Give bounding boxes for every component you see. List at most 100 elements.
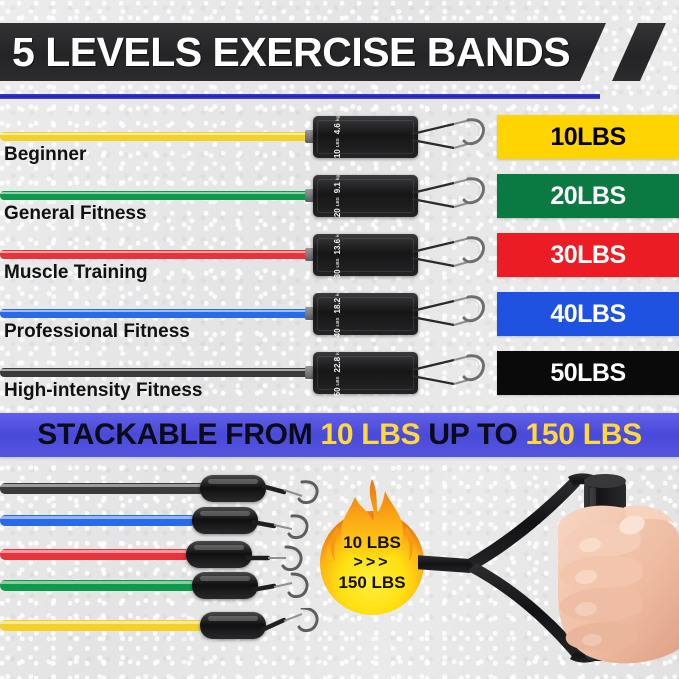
sleeve-stitch	[317, 297, 414, 331]
tube-ferrule	[305, 189, 315, 202]
stackable-banner: STACKABLE FROM 10 LBS UP TO 150 LBS	[0, 413, 679, 457]
sleeve-stitch	[317, 238, 414, 272]
carabiner-clip-icon	[262, 480, 319, 505]
header-slash-accent	[612, 23, 666, 81]
sleeve-stitch	[317, 179, 414, 213]
weight-badge: 10LBS	[497, 115, 679, 159]
sleeve-stitch	[317, 120, 414, 154]
tube-ferrule	[305, 366, 315, 379]
flame-badge: 10 LBS >>> 150 LBS	[307, 471, 437, 621]
weight-badge: 30LBS	[497, 233, 679, 277]
sleeve-lbs-value: 40	[333, 328, 342, 338]
tube-sleeve-tag: 50 LBS 22.8 kg	[313, 350, 418, 397]
tube-ferrule	[305, 130, 315, 143]
carabiner-clip-icon	[411, 295, 485, 327]
weight-badge: 40LBS	[497, 292, 679, 336]
weight-badge: 20LBS	[497, 174, 679, 218]
tube-sleeve-tag: 30 LBS 13.6 kg	[313, 232, 418, 279]
carabiner-clip-icon	[246, 545, 303, 572]
stacked-tube	[0, 549, 190, 560]
carabiner-clip-icon	[411, 118, 485, 150]
resistance-tube	[0, 368, 310, 377]
sleeve-kg-value: 4.6	[333, 123, 342, 135]
tube-sleeve-tag: 20 LBS 9.1 kg	[313, 175, 418, 217]
carabiner-clip-icon	[252, 514, 309, 540]
sleeve-stitch	[317, 356, 414, 390]
band-level-list: 10 LBS 4.6 kg 10LBS Beginner	[0, 110, 679, 405]
flame-badge-text: 10 LBS >>> 150 LBS	[307, 471, 437, 621]
stacked-tube	[0, 620, 205, 631]
sleeve-spec: 50 LBS 22.8 kg	[323, 350, 353, 397]
handle-graphic	[414, 473, 679, 664]
sleeve-kg-value: 18.2	[333, 297, 342, 314]
sleeve-spec: 40 LBS 18.2 kg	[323, 291, 353, 338]
band-level-label: High-intensity Fitness	[4, 380, 203, 401]
carabiner-clip-icon	[411, 236, 485, 268]
flame-arrows: >>>	[353, 553, 391, 571]
tube-sleeve-tag: 10 LBS 4.6 kg	[313, 116, 418, 158]
header-divider-rule	[0, 94, 600, 99]
sleeve-lbs-value: 10	[333, 149, 342, 159]
sleeve-lbs-value: 20	[333, 208, 342, 218]
flame-max-weight: 150 LBS	[338, 573, 406, 593]
weight-badge-label: 20LBS	[550, 181, 626, 210]
band-level-label: General Fitness	[4, 203, 147, 224]
sleeve-lbs-value: 50	[333, 387, 342, 397]
sleeve-kg-unit: kg	[334, 231, 340, 237]
carabiner-clip-icon	[252, 572, 309, 599]
stacked-tube	[0, 483, 205, 494]
weight-badge-label: 30LBS	[550, 240, 626, 269]
carabiner-clip-icon	[262, 608, 319, 633]
carabiner-clip-icon	[411, 354, 485, 386]
sleeve-kg-unit: kg	[334, 349, 340, 355]
stacked-tube-grip	[200, 612, 266, 639]
resistance-tube	[0, 250, 310, 259]
weight-badge: 50LBS	[497, 351, 679, 395]
resistance-tube	[0, 191, 310, 200]
header-bar-shape	[0, 23, 606, 81]
sleeve-lbs-value: 30	[333, 269, 342, 279]
sleeve-spec: 20 LBS 9.1 kg	[323, 175, 353, 217]
band-level-label: Beginner	[4, 144, 87, 165]
band-level-label: Muscle Training	[4, 262, 148, 283]
banner-min-weight: 10 LBS	[320, 418, 421, 451]
banner-prefix: STACKABLE FROM	[37, 418, 321, 451]
flame-icon	[320, 479, 424, 615]
stacked-tube	[0, 580, 196, 591]
stacked-tube-grip	[192, 507, 258, 534]
sleeve-kg-value: 13.6	[333, 238, 342, 255]
page-title: 5 LEVELS EXERCISE BANDS	[12, 29, 571, 75]
stacked-tube-grip	[192, 572, 258, 599]
weight-badge-label: 10LBS	[550, 122, 626, 151]
header-banner: 5 LEVELS EXERCISE BANDS	[0, 23, 679, 81]
banner-max-weight: 150 LBS	[525, 418, 643, 451]
sleeve-spec: 30 LBS 13.6 kg	[323, 232, 353, 279]
tube-sleeve-tag: 40 LBS 18.2 kg	[313, 291, 418, 338]
sleeve-spec: 10 LBS 4.6 kg	[323, 116, 353, 158]
flame-min-weight: 10 LBS	[343, 532, 401, 552]
sleeve-lbs-unit: LBS	[334, 258, 340, 268]
sleeve-lbs-unit: LBS	[334, 138, 340, 148]
weight-badge-label: 40LBS	[550, 299, 626, 328]
tube-ferrule	[305, 248, 315, 261]
band-row: 10 LBS 4.6 kg 10LBS Beginner	[0, 110, 679, 169]
stackable-banner-text: STACKABLE FROM 10 LBS UP TO 150 LBS	[37, 418, 642, 452]
sleeve-kg-value: 9.1	[333, 182, 342, 194]
band-row: 40 LBS 18.2 kg 40LBS Professional Fitnes…	[0, 287, 679, 346]
stacked-bands-illustration	[0, 462, 679, 679]
band-row: 50 LBS 22.8 kg 50LBS High-intensity Fitn…	[0, 346, 679, 405]
weight-badge-label: 50LBS	[550, 358, 626, 387]
handle-in-hand-photo	[414, 463, 679, 679]
sleeve-lbs-unit: LBS	[334, 197, 340, 207]
banner-middle: UP TO	[420, 418, 526, 451]
resistance-tube	[0, 132, 310, 141]
stacked-tube-grip	[186, 541, 252, 568]
sleeve-kg-unit: kg	[334, 115, 340, 122]
sleeve-kg-unit: kg	[334, 174, 340, 181]
sleeve-lbs-unit: LBS	[334, 317, 340, 327]
sleeve-kg-value: 22.8	[333, 356, 342, 373]
sleeve-lbs-unit: LBS	[334, 376, 340, 386]
band-row: 30 LBS 13.6 kg 30LBS Muscle Training	[0, 228, 679, 287]
stacked-tube-grip	[200, 475, 266, 502]
